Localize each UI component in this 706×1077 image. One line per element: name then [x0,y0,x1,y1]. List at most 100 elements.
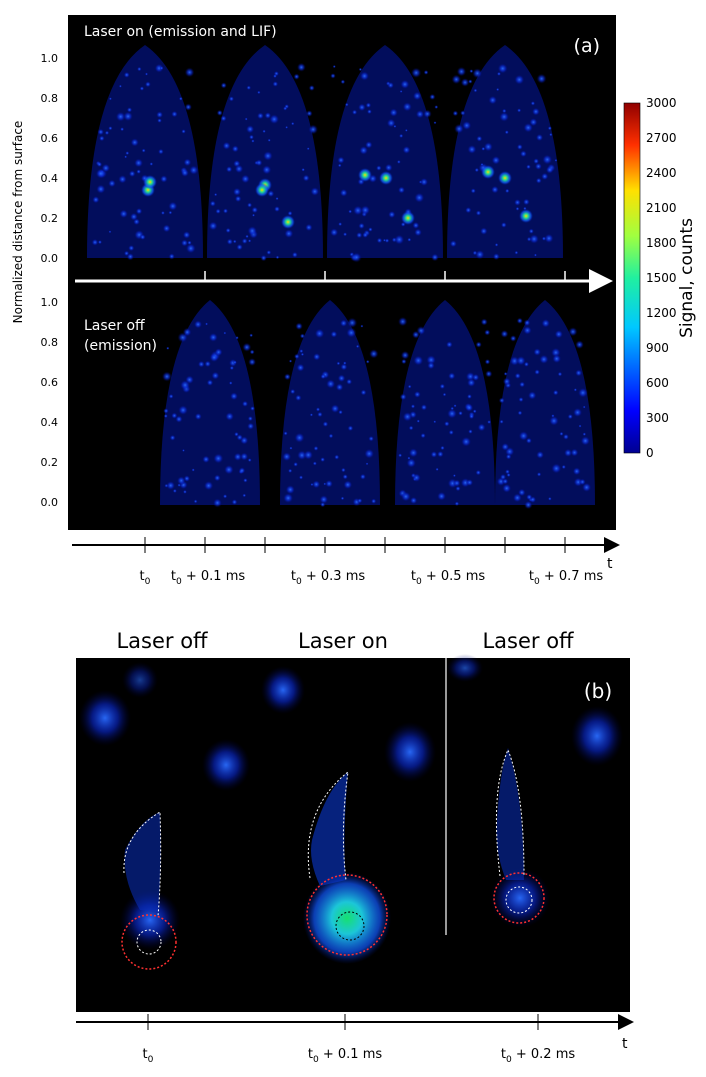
speck [455,485,461,492]
speck [118,84,123,88]
panel-tag: (a) [574,35,600,57]
speck [561,464,567,470]
speck [97,128,105,136]
speck [369,349,379,359]
speck [247,225,258,237]
speck [228,95,235,102]
speck [358,67,363,72]
speck [429,93,436,101]
speck [333,454,340,460]
time-label: t0 + 0.6 ms [468,288,543,306]
time-subscript: 0 [473,296,479,306]
time-symbol: t [411,569,416,584]
colorbar-tick-label: 1500 [646,271,677,285]
speck [91,195,100,204]
speck [492,252,500,261]
speck [211,371,220,380]
speck [484,329,491,336]
speck [376,237,383,244]
time-offset: + 0.6 ms [479,288,543,303]
speck [299,348,304,354]
speck [464,403,474,413]
speck [570,448,579,457]
speck [413,192,425,204]
time-subscript: 0 [506,1055,512,1065]
speck [179,379,191,391]
speck [208,332,219,343]
outline [123,811,162,917]
speck [367,226,373,232]
speck [248,134,255,140]
speck [212,498,223,508]
speck [548,415,560,427]
speck [156,117,163,124]
speck [108,125,113,131]
speck [183,158,192,167]
speck [117,174,128,184]
speck [139,86,145,91]
y-axis-label: Normalized distance from surface [11,121,25,324]
speck [149,162,154,166]
speck [474,249,485,260]
speck [325,378,336,389]
speck [430,450,438,459]
speck [275,196,279,201]
speck [144,72,149,76]
speck [272,74,278,79]
speck [452,479,461,488]
speck [504,129,510,135]
speck [430,253,439,262]
speck [97,239,103,245]
speck [410,67,422,79]
heading: Laser off [116,629,208,653]
speck [135,207,143,215]
speck [300,352,305,357]
speck [139,233,146,241]
speck [213,474,221,482]
speck [562,433,570,441]
speck [225,227,231,234]
time-symbol: t [291,569,296,584]
speck [535,133,544,142]
speck [568,327,578,337]
speck [573,387,578,392]
time-label: t0 + 0.5 ms [411,569,486,587]
speck [410,404,416,409]
speck [514,250,519,255]
speck [306,147,310,151]
y-tick-label: 0.6 [41,376,59,389]
speck [267,138,271,142]
speck [533,347,542,357]
speck [400,491,412,502]
speck [352,205,364,216]
time-label: t0 [147,288,158,306]
speck [436,491,447,502]
speck [358,145,369,156]
speck [527,390,537,400]
heading: Laser on [298,629,388,653]
speck [413,228,423,237]
speck [232,187,242,197]
colorbar-label: Signal, counts [677,218,697,338]
speck [216,109,223,116]
speck [439,383,446,390]
speck [534,369,541,376]
speck [433,420,437,424]
time-offset: + 0.2 ms [239,288,303,303]
outline [495,748,525,877]
speck [407,456,411,460]
speck [502,377,512,386]
speck [342,361,347,366]
speck [396,159,401,164]
speck [233,452,243,462]
time-offset: + 0.1 ms [182,569,246,584]
speck [547,126,553,131]
speck [515,206,520,211]
speck [518,396,524,403]
speck [572,407,583,418]
speck [407,237,412,242]
blob [202,739,250,791]
speck [293,461,299,467]
hot-spot [519,209,533,223]
